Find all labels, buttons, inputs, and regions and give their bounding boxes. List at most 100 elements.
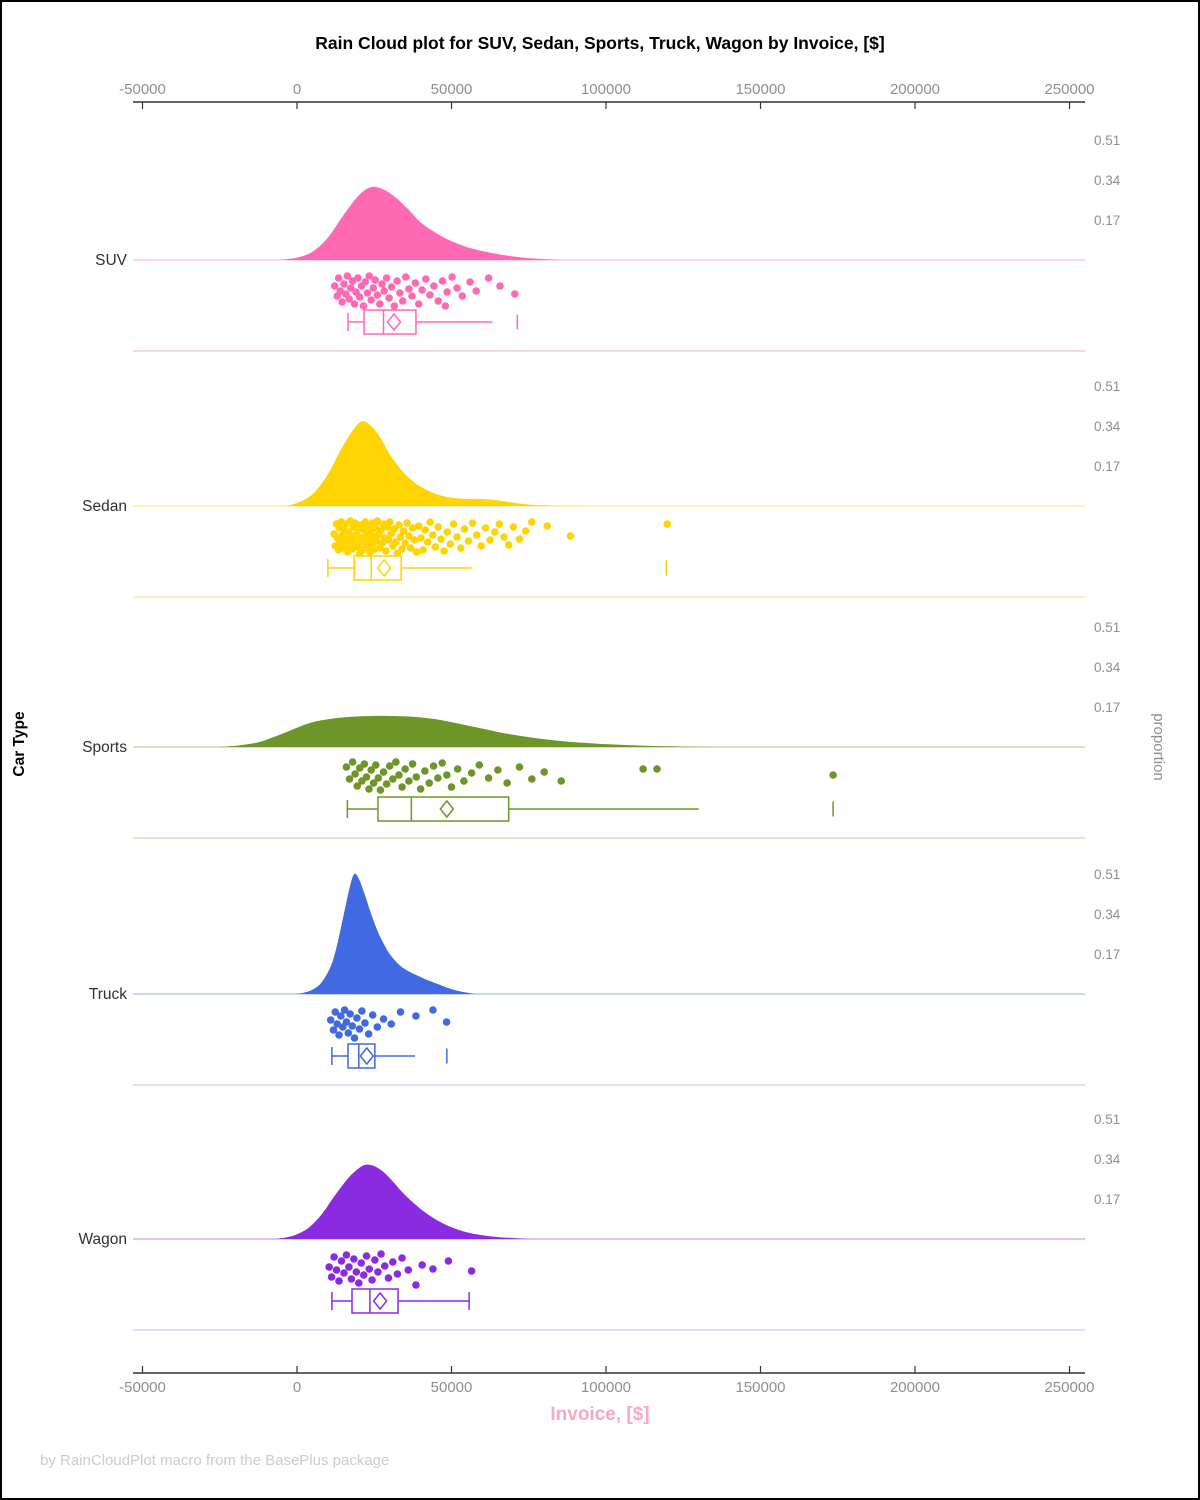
rain-point (398, 545, 406, 553)
boxplot-sports (346, 796, 834, 822)
rain-point (388, 1258, 397, 1266)
tick-label: 150000 (735, 81, 785, 98)
rain-point (401, 539, 409, 547)
rain-point (342, 1251, 351, 1259)
rain-point (428, 531, 437, 539)
rain-point (448, 273, 456, 281)
tick-label: 150000 (735, 1379, 785, 1396)
rain-point (367, 296, 375, 304)
rain-point (395, 521, 403, 529)
rain-point (414, 522, 423, 530)
rain-point (422, 275, 430, 283)
rain-point (388, 775, 397, 783)
proportion-tick-label: 0.51 (1094, 867, 1120, 882)
panel-suv: SUV 0.51 0.34 0.17 (95, 133, 1121, 352)
rain-point (335, 1277, 343, 1285)
rain-point (347, 1275, 356, 1283)
rain-point (385, 762, 394, 770)
rain-point (332, 1266, 341, 1274)
rain-point (434, 523, 443, 531)
rain-point (443, 528, 451, 536)
tick-label: 200000 (890, 1379, 940, 1396)
rain-point (663, 520, 671, 528)
rain-point (425, 779, 434, 787)
rain-point (329, 1026, 338, 1034)
rain-point (365, 1265, 374, 1273)
proportion-tick-label: 0.34 (1094, 660, 1121, 675)
x-axis-bottom: -50000 0 50000 100000 150000 200000 250000 (119, 1366, 1095, 1396)
tick-label: 100000 (581, 81, 631, 98)
rain-point (335, 1031, 343, 1039)
rain-point (352, 1268, 361, 1276)
rain-point (434, 297, 443, 305)
rain-point (365, 272, 374, 280)
rain-point (382, 274, 391, 282)
rain-point (379, 1015, 388, 1023)
rain-point (460, 525, 469, 533)
rain-point (363, 289, 372, 297)
rain-point (374, 1268, 382, 1276)
rain-point (467, 1267, 476, 1275)
rain-point (359, 1271, 368, 1279)
rain-point (371, 276, 379, 284)
rain-point (365, 785, 373, 793)
rain-point (368, 1011, 377, 1019)
rain-point (426, 291, 434, 299)
rain-point (342, 1018, 351, 1026)
rain-point (429, 1265, 437, 1273)
proportion-tick-label: 0.17 (1094, 459, 1120, 474)
rain-point (509, 523, 518, 531)
rain-point (336, 287, 345, 295)
rain-point (362, 1252, 371, 1260)
proportion-tick-label: 0.34 (1094, 1152, 1121, 1167)
rain-point (464, 537, 473, 545)
category-label-sports: Sports (82, 739, 127, 756)
tick-label: 200000 (890, 81, 940, 98)
rain-point (421, 526, 430, 534)
rain-point (401, 273, 410, 281)
rain-point (398, 783, 406, 791)
rain-point (338, 298, 346, 306)
rain-point (443, 288, 451, 296)
rain-point (369, 284, 378, 292)
rain-point (380, 1262, 389, 1270)
rain-point (399, 527, 408, 535)
rain-point (359, 302, 368, 310)
rain-point (396, 1008, 405, 1016)
panel-truck: Truck 0.51 0.34 0.17 (89, 867, 1121, 1086)
rain-point (387, 283, 396, 291)
rain-sedan (330, 517, 671, 558)
rain-point (361, 278, 370, 286)
rain-point (326, 1016, 335, 1024)
iqr-box (363, 309, 417, 335)
rain-point (449, 520, 458, 528)
rain-point (392, 538, 400, 546)
rain-point (351, 770, 359, 778)
rain-point (484, 774, 493, 782)
rain-point (337, 1257, 346, 1265)
rain-point (444, 1257, 453, 1265)
rain-point (345, 295, 354, 303)
rain-point (490, 528, 499, 536)
boxplot-sedan (327, 555, 668, 581)
right-axis-title: proportion (1150, 713, 1167, 781)
rain-point (408, 524, 417, 532)
rain-point (380, 287, 388, 295)
proportion-tick-label: 0.17 (1094, 213, 1120, 228)
rain-point (418, 286, 426, 294)
panel-sports: Sports 0.51 0.34 0.17 (82, 620, 1121, 839)
rain-point (331, 1008, 340, 1016)
rain-point (384, 536, 393, 544)
rain-point (362, 773, 371, 781)
rain-point (378, 280, 386, 288)
rain-point (330, 1253, 338, 1261)
rain-point (653, 765, 661, 773)
rain-point (458, 292, 467, 300)
density-suv (278, 186, 563, 260)
tick-label: -50000 (119, 1379, 166, 1396)
rain-point (343, 272, 352, 280)
x-axis-top: -50000 0 50000 100000 150000 200000 250000 (119, 81, 1095, 109)
rain-point (398, 1254, 406, 1262)
